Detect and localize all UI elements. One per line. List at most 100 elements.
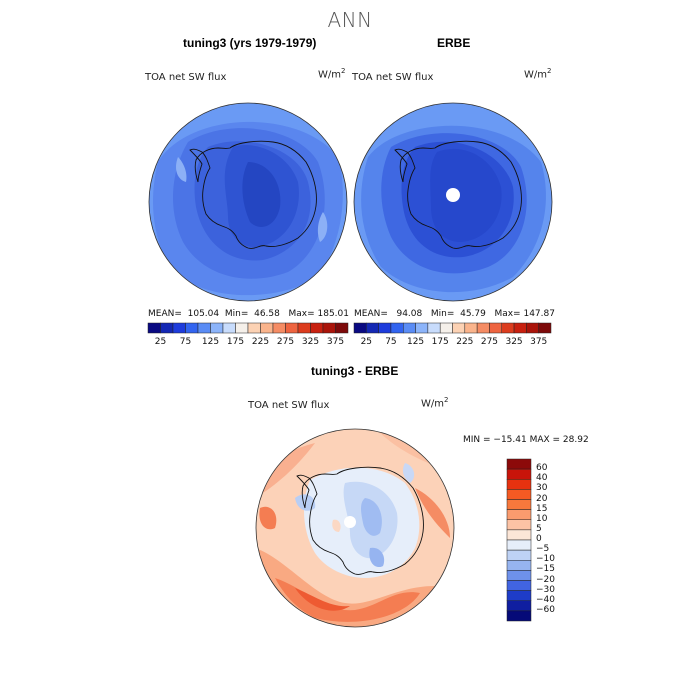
colorbar-swatch (160, 322, 174, 334)
colorbar-swatch (335, 322, 349, 334)
colorbar-tick-label: 325 (505, 337, 523, 347)
top-right-units: W/m2 (524, 67, 552, 81)
colorbar-swatch (185, 322, 199, 334)
top-left-colorbar (147, 322, 349, 334)
colorbar-swatch (366, 322, 379, 334)
colorbar-swatch (390, 322, 404, 334)
colorbar-swatch (526, 322, 539, 334)
colorbar-swatch (506, 529, 532, 541)
colorbar-swatch (235, 322, 249, 334)
colorbar-tick-label: 225 (251, 337, 270, 347)
colorbar-swatch (247, 322, 261, 334)
colorbar-swatch (476, 322, 490, 334)
top-right-variable-label: TOA net SW flux (352, 72, 434, 83)
colorbar-tick-label: −15 (536, 564, 555, 575)
colorbar-swatch (452, 322, 466, 334)
colorbar-swatch (353, 322, 367, 334)
colorbar-tick-label: 20 (536, 493, 548, 504)
colorbar-swatch (427, 322, 441, 334)
bottom-variable-label: TOA net SW flux (248, 400, 330, 411)
colorbar-tick-label: 375 (326, 337, 345, 347)
colorbar-tick-label: 325 (301, 337, 320, 347)
colorbar-tick-label: 60 (536, 463, 548, 474)
top-left-variable-label: TOA net SW flux (145, 72, 227, 83)
colorbar-swatch (222, 322, 236, 334)
colorbar-tick-label: 75 (179, 337, 192, 347)
colorbar-tick-label: 175 (226, 337, 245, 347)
colorbar-swatch (272, 322, 286, 334)
colorbar-tick-label: 375 (530, 337, 548, 347)
colorbar-tick-label: 0 (536, 534, 542, 544)
top-right-colorbar (353, 322, 552, 334)
colorbar-swatch (322, 322, 336, 334)
top-right-colorbar-labels: 25 75 125 175 225 275 325 375 (354, 337, 551, 349)
colorbar-tick-label: 30 (536, 483, 548, 494)
colorbar-swatch (506, 479, 532, 490)
colorbar-swatch (506, 509, 532, 520)
colorbar-tick-label: −40 (536, 594, 555, 605)
colorbar-swatch (538, 322, 552, 334)
bottom-units: W/m2 (421, 396, 449, 410)
colorbar-swatch (310, 322, 324, 334)
colorbar-swatch (506, 560, 532, 571)
bottom-stats: MIN = −15.41 MAX = 28.92 (463, 435, 589, 445)
figure-title: ANN (327, 8, 373, 32)
colorbar-tick-label: 275 (276, 337, 295, 347)
colorbar-swatch (285, 322, 299, 334)
colorbar-swatch (260, 322, 274, 334)
colorbar-swatch (513, 322, 527, 334)
colorbar-swatch (506, 489, 532, 500)
colorbar-tick-label: −10 (536, 554, 555, 565)
colorbar-swatch (506, 499, 532, 510)
colorbar-swatch (506, 600, 532, 612)
colorbar-swatch (172, 322, 186, 334)
bottom-polar-map (255, 428, 455, 628)
colorbar-swatch (378, 322, 392, 334)
colorbar-tick-label: −60 (536, 604, 555, 615)
top-right-polar-map (353, 102, 553, 302)
colorbar-swatch (197, 322, 211, 334)
colorbar-swatch (464, 322, 478, 334)
top-left-colorbar-labels: 25 75 125 175 225 275 325 375 (148, 337, 348, 349)
colorbar-tick-label: 75 (385, 337, 397, 347)
top-left-polar-map (148, 102, 348, 302)
colorbar-tick-label: −5 (536, 544, 550, 555)
colorbar-tick-label: 25 (360, 337, 373, 347)
colorbar-swatch (415, 322, 429, 334)
bottom-colorbar (506, 458, 532, 622)
colorbar-tick-label: 40 (536, 473, 548, 484)
colorbar-swatch (489, 322, 502, 334)
colorbar-swatch (506, 580, 532, 591)
colorbar-tick-label: 10 (536, 513, 548, 524)
colorbar-swatch (506, 570, 532, 581)
colorbar-swatch (501, 322, 515, 334)
top-left-stats: MEAN= 105.04 Min= 46.58 Max= 185.01 (148, 309, 349, 319)
colorbar-tick-label: −30 (536, 584, 555, 595)
colorbar-tick-label: −20 (536, 574, 555, 585)
colorbar-tick-label: 5 (536, 523, 542, 534)
colorbar-swatch (403, 322, 416, 334)
top-right-stats: MEAN= 94.08 Min= 45.79 Max= 147.87 (354, 309, 555, 319)
bottom-colorbar-labels: 60 40 30 20 15 10 5 0 −5 −10 −15 −20 −30 −40 −60 (536, 459, 576, 621)
colorbar-swatch (439, 322, 453, 334)
colorbar-tick-label: 125 (406, 337, 425, 347)
colorbar-swatch (506, 549, 532, 561)
colorbar-swatch (506, 610, 532, 622)
colorbar-swatch (506, 590, 532, 601)
bottom-panel-title: tuning3 - ERBE (311, 364, 399, 378)
colorbar-swatch (506, 519, 532, 531)
colorbar-swatch (297, 322, 311, 334)
colorbar-tick-label: 15 (536, 503, 548, 514)
top-left-panel-title: tuning3 (yrs 1979-1979) (183, 36, 317, 50)
colorbar-swatch (147, 322, 161, 334)
colorbar-swatch (506, 539, 532, 551)
top-left-units: W/m2 (318, 67, 346, 81)
colorbar-tick-label: 175 (431, 337, 449, 347)
colorbar-swatch (506, 468, 532, 480)
colorbar-swatch (506, 458, 532, 470)
colorbar-tick-label: 25 (154, 337, 167, 347)
top-right-panel-title: ERBE (437, 36, 471, 50)
colorbar-tick-label: 225 (456, 337, 474, 347)
colorbar-swatch (210, 322, 224, 334)
colorbar-tick-label: 125 (201, 337, 220, 347)
